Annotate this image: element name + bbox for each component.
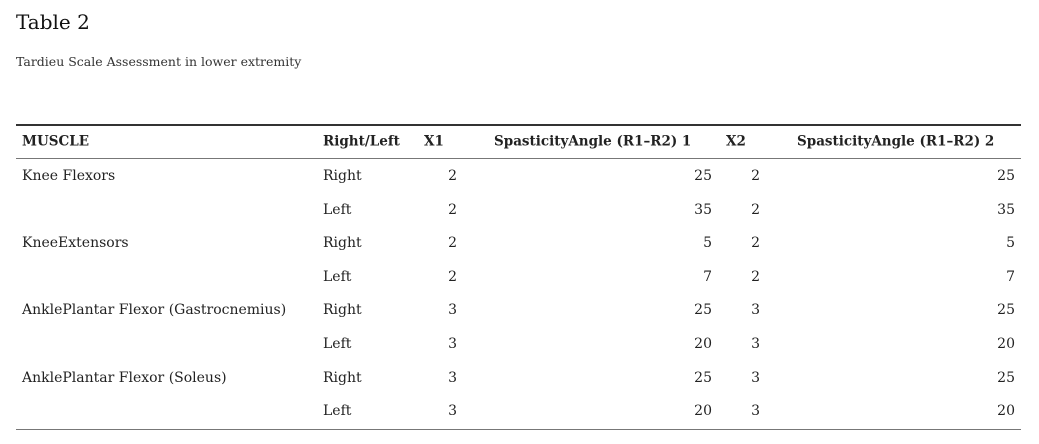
table-cell: 5 [1006,235,1015,252]
table-cell: 25 [694,168,712,184]
column-header: SpasticityAngle (R1–R2) 1 [494,133,692,150]
table-cell: AnklePlantar Flexor (Soleus) [22,369,227,386]
top-rule [16,124,1021,126]
table-cell: 2 [751,168,760,184]
table-cell: 2 [448,235,457,252]
table-cell: 3 [448,403,457,420]
table-cell: 2 [751,201,760,218]
table-cell: AnklePlantar Flexor (Gastrocnemius) [22,302,287,319]
table-cell: 3 [751,302,760,319]
table-cell: 3 [448,302,457,319]
table-cell: 7 [703,268,712,285]
table-cell: 25 [997,369,1015,386]
table-cell: 20 [694,403,712,420]
header-rule [16,158,1021,159]
column-header: Right/Left [323,133,400,150]
table-cell: 3 [448,336,457,352]
table-cell: Knee Flexors [22,168,116,184]
table-caption: Tardieu Scale Assessment in lower extrem… [16,53,302,69]
table-cell: 35 [694,201,712,218]
table-cell: 25 [694,369,712,386]
table-cell: 3 [751,369,760,386]
table-cell: 25 [694,302,712,319]
bottom-rule [16,429,1021,430]
table-cell: 2 [448,201,457,218]
table-title: Table 2 [16,10,90,34]
column-header: X1 [424,133,444,150]
column-header: X2 [726,133,746,150]
table-cell: 7 [1006,268,1015,285]
table-cell: KneeExtensors [22,235,129,252]
table-cell: 3 [448,369,457,386]
table-cell: 3 [751,336,760,352]
table-cell: 25 [997,168,1015,184]
table-cell: Left [323,403,352,420]
table-cell: Left [323,201,352,218]
table-cell: Right [323,235,362,252]
table-cell: 2 [448,168,457,184]
table-cell: Right [323,302,362,319]
table-cell: 2 [448,268,457,285]
table-cell: Right [323,369,362,386]
table-cell: Right [323,168,362,184]
column-header: MUSCLE [22,133,89,150]
table-cell: Left [323,336,352,352]
table-cell: 2 [751,268,760,285]
table-cell: 20 [694,336,712,352]
column-header: SpasticityAngle (R1–R2) 2 [797,133,995,150]
table-cell: 3 [751,403,760,420]
table-cell: 35 [997,201,1015,218]
table-cell: 25 [997,302,1015,319]
table-cell: Left [323,268,352,285]
table-cell: 2 [751,235,760,252]
table-cell: 20 [997,403,1015,420]
table-cell: 20 [997,336,1015,352]
table-cell: 5 [703,235,712,252]
